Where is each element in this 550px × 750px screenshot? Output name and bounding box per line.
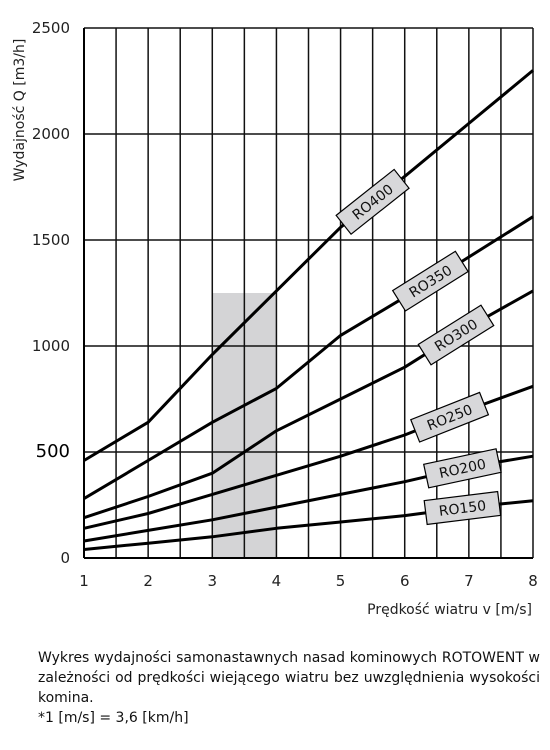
x-tick-label: 5	[336, 572, 346, 590]
series-line-ro400	[83, 69, 534, 462]
x-tick-label: 2	[143, 572, 153, 590]
series-label-box	[422, 448, 502, 489]
y-tick-label: 500	[36, 441, 70, 462]
y-tick-label: 2000	[32, 125, 70, 143]
caption-description: Wykres wydajności samonastawnych nasad k…	[38, 650, 540, 706]
caption: Wykres wydajności samonastawnych nasad k…	[38, 648, 540, 728]
series-label-box	[391, 250, 469, 312]
series-label-box	[417, 304, 495, 366]
x-tick-label: 7	[464, 572, 474, 590]
series-label-ro150: RO150	[423, 490, 502, 526]
x-tick-label: 4	[272, 572, 282, 590]
x-tick-label: 8	[528, 572, 538, 590]
x-axis-title: Prędkość wiatru v [m/s]	[367, 602, 532, 618]
series-label-box	[335, 168, 410, 236]
x-tick-label: 6	[400, 572, 410, 590]
y-tick-label: 2500	[32, 19, 70, 37]
x-tick-label: 1	[79, 572, 89, 590]
x-tick-label: 3	[208, 572, 218, 590]
series-label-box	[423, 490, 502, 526]
series-label-ro250: RO250	[410, 391, 490, 443]
y-tick-label: 0	[60, 549, 70, 567]
y-axis-title: Wydajność Q [m3/h]	[12, 39, 28, 182]
y-tick-label: 1500	[32, 231, 70, 249]
series-label-ro300: RO300	[417, 304, 495, 366]
y-tick-label: 1000	[32, 337, 70, 355]
series-label-ro200: RO200	[422, 448, 502, 489]
series-label-box	[410, 391, 490, 443]
caption-note: *1 [m/s] = 3,6 [km/h]	[38, 710, 189, 726]
series-label-text: RO150	[438, 498, 487, 520]
